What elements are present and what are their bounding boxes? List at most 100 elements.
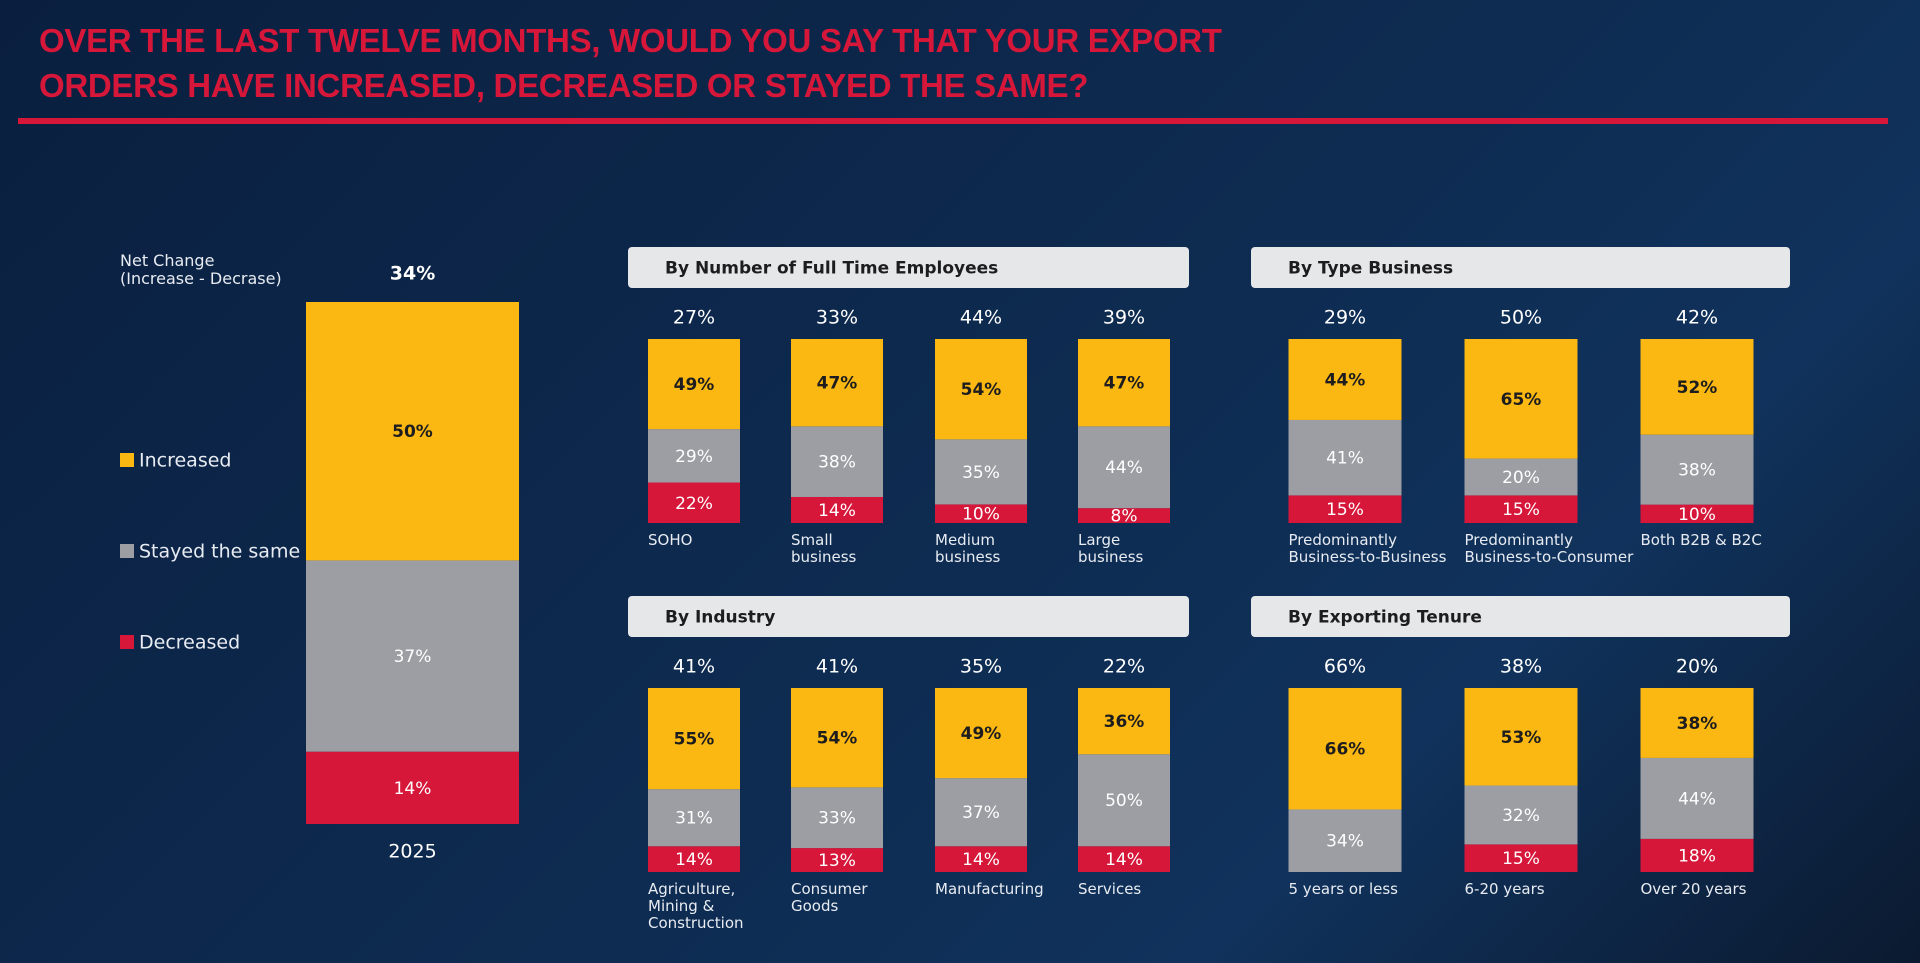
legend-swatch	[120, 635, 134, 649]
bar-segment	[1464, 339, 1578, 459]
bar-segment	[935, 688, 1027, 779]
panel-header	[1251, 596, 1790, 637]
value-label: 8%	[1111, 507, 1138, 527]
value-label: 31%	[675, 809, 713, 829]
bar-segment	[306, 560, 519, 752]
net-label: 20%	[1676, 656, 1718, 678]
value-label: 44%	[1105, 458, 1143, 478]
category-label: 6-20 years	[1464, 880, 1545, 898]
bar-segment	[1288, 419, 1402, 496]
value-label: 37%	[394, 647, 432, 667]
legend-swatch	[120, 453, 134, 467]
category-label: Both B2B & B2C	[1640, 531, 1762, 549]
value-label: 66%	[1325, 740, 1366, 760]
value-label: 49%	[961, 724, 1002, 744]
net-label: 22%	[1103, 656, 1145, 678]
bar-segment	[1288, 495, 1402, 523]
bar-segment	[1464, 688, 1578, 786]
panel-title: By Number of Full Time Employees	[665, 259, 998, 279]
bar-segment	[791, 787, 883, 849]
bar-segment	[1078, 846, 1170, 872]
net-label: 50%	[1500, 307, 1542, 329]
net-label: 42%	[1676, 307, 1718, 329]
bar-segment	[1640, 757, 1754, 839]
category-label: Predominantly Business-to-Consumer	[1464, 531, 1634, 566]
value-label: 36%	[1104, 712, 1145, 732]
legend-swatch	[120, 544, 134, 558]
value-label: 14%	[1105, 850, 1143, 870]
category-label: Predominantly Business-to-Business	[1288, 531, 1447, 566]
category-label: 5 years or less	[1288, 880, 1399, 898]
category-label: Medium business	[935, 531, 1001, 566]
value-label: 49%	[674, 375, 715, 395]
bar-segment	[1640, 838, 1754, 872]
bar-segment	[1288, 688, 1402, 810]
title-rule	[18, 118, 1888, 124]
panel-title: By Industry	[665, 608, 775, 628]
net-label: 39%	[1103, 307, 1145, 329]
value-label: 38%	[1678, 461, 1716, 481]
value-label: 32%	[1502, 806, 1540, 826]
value-label: 14%	[394, 779, 432, 799]
net-label: 41%	[673, 656, 715, 678]
page-title: OVER THE LAST TWELVE MONTHS, WOULD YOU S…	[39, 22, 1222, 104]
value-label: 38%	[1677, 714, 1718, 734]
value-label: 15%	[1502, 500, 1540, 520]
bar-segment	[935, 439, 1027, 505]
net-title: Net Change (Increase - Decrase)	[120, 251, 282, 288]
bar-segment	[1288, 809, 1402, 872]
value-label: 20%	[1502, 468, 1540, 488]
bar-segment	[648, 429, 740, 483]
value-label: 53%	[1501, 728, 1542, 748]
bar-segment	[1288, 339, 1402, 420]
value-label: 10%	[962, 505, 1000, 525]
legend-label: Increased	[139, 450, 231, 472]
value-label: 14%	[818, 501, 856, 521]
category-label: Services	[1078, 880, 1142, 898]
category-label: 2025	[388, 841, 436, 863]
category-label: Consumer Goods	[791, 880, 868, 915]
bar-segment	[791, 339, 883, 427]
value-label: 65%	[1501, 390, 1542, 410]
category-label: Small business	[791, 531, 857, 566]
value-label: 52%	[1677, 378, 1718, 398]
net-label: 44%	[960, 307, 1002, 329]
net-label: 34%	[390, 263, 435, 285]
bar-segment	[1464, 495, 1578, 523]
value-label: 47%	[817, 374, 858, 394]
value-label: 37%	[962, 803, 1000, 823]
net-label: 27%	[673, 307, 715, 329]
panel-header	[628, 247, 1189, 288]
panel-title: By Type Business	[1288, 259, 1453, 279]
bar-segment	[1078, 508, 1170, 523]
net-label: 35%	[960, 656, 1002, 678]
value-label: 55%	[674, 730, 715, 750]
legend-label: Decreased	[139, 632, 240, 654]
value-label: 14%	[675, 850, 713, 870]
category-label: Over 20 years	[1640, 880, 1747, 898]
panel-header	[628, 596, 1189, 637]
value-label: 15%	[1502, 849, 1540, 869]
bar-segment	[935, 846, 1027, 872]
bar-segment	[935, 504, 1027, 523]
value-label: 44%	[1678, 789, 1716, 809]
net-label: 66%	[1324, 656, 1366, 678]
value-label: 29%	[675, 447, 713, 467]
value-label: 50%	[392, 422, 433, 442]
value-label: 34%	[1326, 832, 1364, 852]
bar-segment	[306, 302, 519, 561]
value-label: 18%	[1678, 846, 1716, 866]
bar-segment	[648, 482, 740, 523]
bar-segment	[791, 426, 883, 497]
category-label: SOHO	[648, 531, 693, 549]
category-label: Agriculture, Mining & Construction	[648, 880, 744, 932]
net-label: 29%	[1324, 307, 1366, 329]
category-label: Large business	[1078, 531, 1144, 566]
bar-segment	[1640, 504, 1754, 523]
bar-segment	[1464, 458, 1578, 496]
value-label: 54%	[817, 729, 858, 749]
value-label: 14%	[962, 850, 1000, 870]
bar-segment	[791, 496, 883, 523]
